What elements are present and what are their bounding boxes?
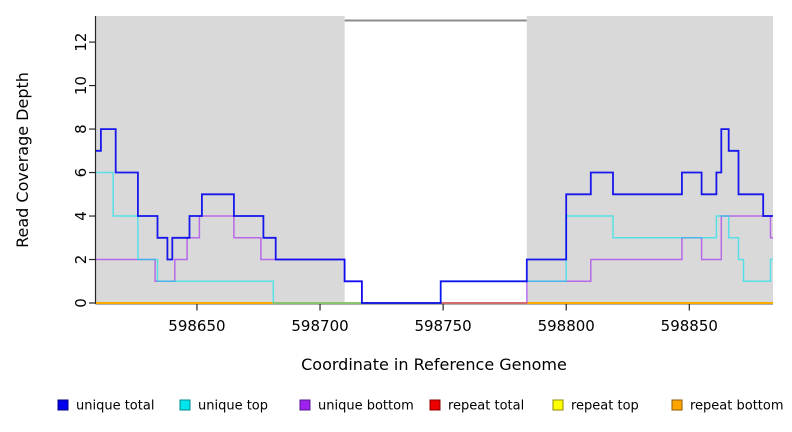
y-tick-label: 0: [72, 298, 90, 308]
legend-swatch-unique-total: [57, 399, 69, 411]
legend-swatch-repeat-total: [429, 399, 441, 411]
legend-swatch-repeat-bottom: [671, 399, 683, 411]
legend-label: unique bottom: [318, 399, 414, 414]
y-tick-label: 6: [72, 168, 90, 178]
legend-item-repeat-bottom: repeat bottom: [671, 399, 784, 414]
x-axis-label: Coordinate in Reference Genome: [301, 355, 567, 374]
series-lines: [96, 128, 773, 304]
legend-label: repeat bottom: [690, 399, 784, 414]
y-tick-label: 10: [72, 76, 90, 95]
y-tick-label: 8: [72, 124, 90, 134]
series-unique-top: [96, 171, 773, 304]
legend: unique total unique top unique bottom repea…: [57, 399, 784, 414]
legend-item-unique-bottom: unique bottom: [299, 399, 414, 414]
right-repeat-region: [526, 16, 773, 303]
x-tick-label: 598650: [168, 317, 225, 335]
legend-item-unique-top: unique top: [179, 399, 268, 414]
axis-titles: Coordinate in Reference Genome Read Cove…: [13, 72, 567, 374]
x-tick-label: 598850: [661, 317, 718, 335]
legend-label: unique top: [198, 399, 268, 414]
y-axis-label: Read Coverage Depth: [13, 72, 32, 248]
y-tick-label: 2: [72, 255, 90, 265]
y-tick-label: 12: [72, 33, 90, 52]
legend-swatch-unique-top: [179, 399, 191, 411]
legend-swatch-unique-bottom: [299, 399, 311, 411]
x-tick-label: 598800: [538, 317, 595, 335]
legend-label: repeat top: [571, 399, 639, 414]
x-tick-label: 598700: [291, 317, 348, 335]
legend-item-repeat-total: repeat total: [429, 399, 524, 414]
legend-label: unique total: [76, 399, 154, 414]
legend-swatch-repeat-top: [552, 399, 564, 411]
x-tick-label: 598750: [414, 317, 471, 335]
legend-item-repeat-top: repeat top: [552, 399, 639, 414]
axes: 0 2 4 6 8 10 12 598650 598700 598750 598800 598850: [72, 16, 773, 335]
legend-item-unique-total: unique total: [57, 399, 154, 414]
series-unique-total: [96, 128, 773, 304]
y-tick-label: 4: [72, 211, 90, 221]
legend-label: repeat total: [448, 399, 524, 414]
